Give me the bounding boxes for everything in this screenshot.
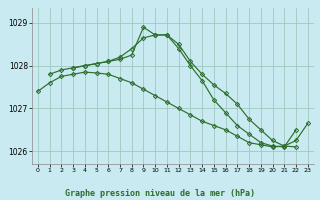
Text: Graphe pression niveau de la mer (hPa): Graphe pression niveau de la mer (hPa) xyxy=(65,189,255,198)
